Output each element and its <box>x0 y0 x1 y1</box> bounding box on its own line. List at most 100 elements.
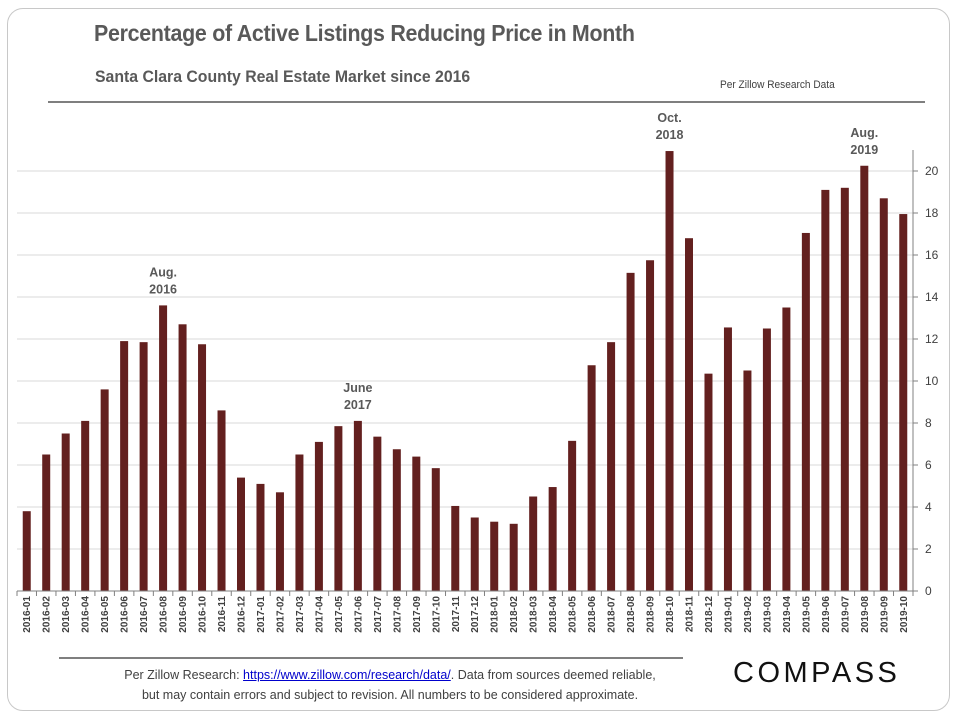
x-tick-label: 2016-09 <box>178 596 189 633</box>
x-tick-label: 2017-04 <box>314 596 325 633</box>
bar-2018-07 <box>607 342 616 591</box>
y-tick-label: 18 <box>925 206 939 220</box>
x-tick-label: 2017-12 <box>470 596 481 633</box>
bar-2019-04 <box>782 307 791 591</box>
x-tick-label: 2019-10 <box>899 596 910 633</box>
bar-2019-05 <box>801 232 810 591</box>
x-tick-label: 2018-05 <box>568 596 579 633</box>
x-tick-label: 2019-05 <box>801 596 812 633</box>
bar-2018-10 <box>665 151 674 592</box>
bar-2018-11 <box>685 238 693 591</box>
bar-2016-07 <box>139 342 148 591</box>
annotation-2018-10: Oct. <box>657 111 681 125</box>
x-tick-label: 2018-07 <box>607 596 618 633</box>
y-tick-label: 4 <box>925 500 932 514</box>
x-tick-label: 2018-12 <box>704 596 715 633</box>
zillow-research-link[interactable]: https://www.zillow.com/research/data/ <box>243 668 451 682</box>
footer-disclaimer: Per Zillow Research: https://www.zillow.… <box>60 665 720 705</box>
bar-2017-03 <box>295 454 304 591</box>
gridlines <box>17 170 913 550</box>
y-tick-label: 2 <box>925 542 932 556</box>
x-tick-label: 2016-05 <box>100 596 111 633</box>
annotation-2019-08: Aug. <box>850 126 878 140</box>
chart-title: Percentage of Active Listings Reducing P… <box>94 20 635 46</box>
bar-2017-09 <box>412 456 421 591</box>
bar-chart: 0 2 4 6 8 10 12 14 16 18 20 2016-01 2016-02 2016-03 20… <box>16 111 939 633</box>
bar-2018-01 <box>490 521 499 591</box>
bar-2018-08 <box>626 272 635 591</box>
bar-2018-02 <box>509 523 518 591</box>
bar-2019-03 <box>762 328 771 591</box>
bar-2016-12 <box>237 477 245 591</box>
annotation-2016-08: 2016 <box>149 282 177 296</box>
x-tick-label: 2019-08 <box>860 596 871 633</box>
x-tick-label: 2016-03 <box>61 596 72 633</box>
x-tick-label: 2016-06 <box>120 596 131 633</box>
footer-divider <box>59 657 683 659</box>
bar-2017-04 <box>314 441 323 591</box>
bar-2019-01 <box>723 327 732 591</box>
bar-2018-06 <box>587 365 596 591</box>
x-tick-label: 2017-09 <box>412 596 423 633</box>
x-tick-label: 2017-03 <box>295 596 306 633</box>
y-tick-label: 12 <box>925 332 939 346</box>
x-tick-label: 2018-08 <box>626 596 637 633</box>
y-tick-label: 20 <box>925 164 939 178</box>
bar-2016-08 <box>159 305 168 591</box>
x-tick-label: 2019-04 <box>782 596 793 633</box>
x-tick-label: 2019-03 <box>762 596 773 633</box>
bar-2017-02 <box>275 492 284 591</box>
annotation-2017-06: 2017 <box>344 398 372 412</box>
bar-2018-09 <box>646 260 655 591</box>
annotation-2018-10: 2018 <box>656 128 684 142</box>
x-tick-label: 2017-10 <box>431 596 442 633</box>
bar-2017-05 <box>334 426 343 591</box>
x-tick-label: 2019-06 <box>821 596 832 633</box>
x-tick-label: 2016-12 <box>237 596 248 633</box>
annotation-2016-08: Aug. <box>149 265 177 279</box>
x-tick-label: 2017-08 <box>392 596 403 633</box>
x-tick-label: 2016-04 <box>81 596 92 633</box>
bar-2019-02 <box>743 370 752 591</box>
bar-2019-06 <box>821 189 830 591</box>
y-tick-label: 8 <box>925 416 932 430</box>
bar-2016-02 <box>42 454 51 591</box>
bar-2016-01 <box>22 511 31 591</box>
x-tick-label: 2019-01 <box>723 596 734 633</box>
y-tick-label: 10 <box>925 374 939 388</box>
bar-2019-10 <box>899 214 908 592</box>
y-tick-label: 0 <box>925 584 932 598</box>
bar-2017-01 <box>256 483 265 591</box>
bar-2017-12 <box>470 517 479 591</box>
bar-2017-10 <box>431 468 440 591</box>
x-tick-label: 2017-11 <box>451 596 462 633</box>
x-tick-label: 2018-10 <box>665 596 676 633</box>
x-tick-label: 2018-01 <box>490 596 501 633</box>
bar-2016-09 <box>178 324 187 591</box>
x-tick-label: 2018-11 <box>685 596 696 633</box>
bar-2017-07 <box>373 436 382 591</box>
bar-2017-06 <box>353 420 362 591</box>
header-divider <box>48 101 925 103</box>
bar-2019-07 <box>840 187 849 592</box>
x-tick-label: 2016-07 <box>139 596 150 633</box>
footer-prefix: Per Zillow Research: <box>124 668 244 682</box>
bar-2018-04 <box>548 487 557 591</box>
x-tick-label: 2018-06 <box>587 596 598 633</box>
x-tick-label: 2016-02 <box>42 596 53 633</box>
bar-2016-05 <box>100 389 109 591</box>
bar-2016-11 <box>217 410 226 591</box>
x-tick-label: 2019-07 <box>840 596 851 633</box>
labels: 0 2 4 6 8 10 12 14 16 18 20 2016-01 2016-02 2016-03 20… <box>22 111 938 633</box>
x-tick-label: 2019-09 <box>879 596 890 633</box>
x-tick-label: 2017-05 <box>334 596 345 633</box>
bar-2019-09 <box>879 198 888 592</box>
footer-suffix: . Data from sources deemed reliable, <box>450 668 656 682</box>
x-tick-label: 2018-04 <box>548 596 559 633</box>
x-tick-label: 2018-09 <box>646 596 657 633</box>
y-tick-label: 6 <box>925 458 932 472</box>
x-tick-label: 2016-01 <box>22 596 33 633</box>
source-note: Per Zillow Research Data <box>720 79 835 91</box>
bar-2018-05 <box>568 440 577 591</box>
bar-2016-10 <box>198 344 207 591</box>
